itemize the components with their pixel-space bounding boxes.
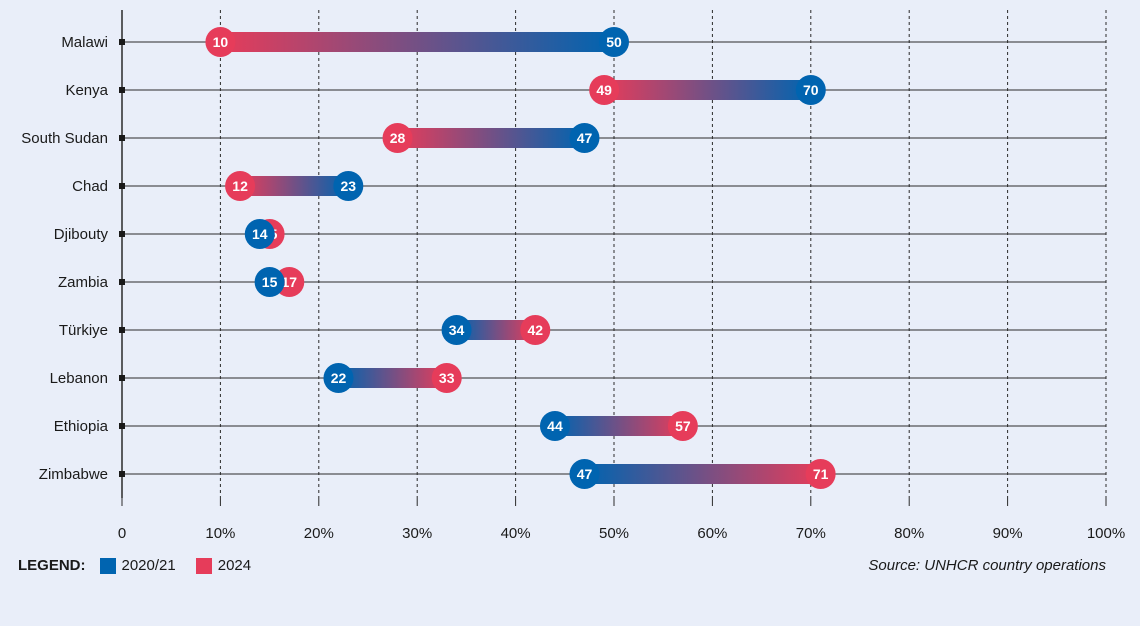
legend-entry-2020-21: 2020/21 (99, 557, 176, 574)
dot-2020-21 (569, 123, 600, 153)
row-marker (119, 231, 125, 237)
row-marker (119, 471, 125, 477)
legend-title: LEGEND: (18, 557, 86, 574)
category-label: Chad (72, 178, 108, 195)
dot-2020-21 (599, 27, 629, 57)
dot-2020-21 (254, 267, 285, 297)
data-label-2024: 42 (527, 322, 543, 338)
dot-2020-21 (441, 315, 472, 345)
legend-swatch-2024 (195, 557, 212, 574)
data-label-2020-21: 70 (803, 82, 819, 98)
category-label: Kenya (65, 82, 108, 99)
dumbbell-bars (220, 32, 821, 484)
x-axis: 0 10% 20% 30% 40% 50% 60% 70% 80% 90% 100% (118, 498, 1125, 542)
x-tick-label: 80% (894, 525, 924, 542)
legend-swatch-2020-21 (99, 557, 116, 574)
data-label-2024: 17 (281, 274, 297, 290)
dot-2020-21 (569, 459, 600, 489)
category-label: Zambia (58, 274, 109, 291)
dot-2024 (805, 459, 836, 489)
data-label-2024: 49 (596, 82, 612, 98)
x-tick-label: 70% (796, 525, 826, 542)
x-tick-label: 90% (993, 525, 1023, 542)
dot-2024 (667, 411, 698, 441)
source-note: Source: UNHCR country operations (868, 557, 1106, 574)
legend-entry-2024: 2024 (195, 557, 252, 574)
data-label-2020-21: 22 (331, 370, 347, 386)
dot-2024 (205, 27, 236, 57)
dot-2020-21 (323, 363, 354, 393)
dot-2024 (589, 75, 620, 105)
row-marker (119, 135, 125, 141)
row-marker (119, 375, 125, 381)
data-label-2020-21: 34 (449, 322, 465, 338)
dumbbell-dots: 5010704947282312151417154234332257447147 (205, 27, 836, 489)
data-label-2020-21: 50 (606, 34, 622, 50)
x-tick-label: 60% (697, 525, 727, 542)
data-label-2024: 10 (213, 34, 229, 50)
x-tick-label: 50% (599, 525, 629, 542)
dot-2024 (225, 171, 256, 201)
category-label: South Sudan (21, 130, 108, 147)
row-marker (119, 39, 125, 45)
dot-2024 (382, 123, 413, 153)
data-label-2020-21: 23 (341, 178, 357, 194)
data-label-2020-21: 47 (577, 130, 593, 146)
dot-2024 (520, 315, 551, 345)
category-label: Djibouty (54, 226, 109, 243)
x-tick-label: 10% (205, 525, 235, 542)
dot-2020-21 (333, 171, 364, 201)
legend: LEGEND: 2020/21 2024 (18, 557, 263, 574)
data-label-2020-21: 44 (547, 418, 563, 434)
dot-2024 (431, 363, 462, 393)
data-label-2024: 57 (675, 418, 691, 434)
x-tick-label: 40% (501, 525, 531, 542)
legend-label-2024: 2024 (217, 557, 252, 574)
dot-2020-21 (244, 219, 275, 249)
row-marker (119, 279, 125, 285)
dot-2020-21 (795, 75, 826, 105)
data-label-2024: 12 (232, 178, 248, 194)
category-label: Malawi (61, 34, 108, 51)
x-tick-label: 20% (304, 525, 334, 542)
row-marker (119, 327, 125, 333)
category-label: Zimbabwe (39, 466, 108, 483)
x-tick-label: 0 (118, 525, 126, 542)
data-label-2024: 71 (813, 466, 829, 482)
row-marker (119, 87, 125, 93)
data-label-2020-21: 14 (252, 226, 268, 242)
data-label-2020-21: 47 (577, 466, 593, 482)
data-label-2024: 33 (439, 370, 455, 386)
category-labels: Malawi Kenya South Sudan Chad Djibouty Zambia… (21, 34, 125, 483)
row-marker (119, 423, 125, 429)
row-marker (119, 183, 125, 189)
x-tick-label: 100% (1087, 525, 1125, 542)
category-label: Türkiye (59, 322, 108, 339)
data-label-2020-21: 15 (262, 274, 278, 290)
x-tick-label: 30% (402, 525, 432, 542)
dot-2020-21 (539, 411, 570, 441)
legend-label-2020-21: 2020/21 (121, 557, 176, 574)
data-label-2024: 28 (390, 130, 406, 146)
category-label: Lebanon (50, 370, 108, 387)
category-label: Ethiopia (54, 418, 109, 435)
